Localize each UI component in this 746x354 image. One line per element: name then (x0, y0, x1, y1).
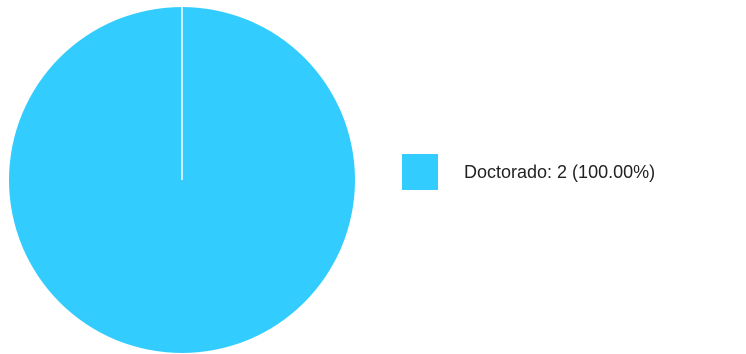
legend-swatch-doctorado (402, 154, 438, 190)
legend-label-doctorado: Doctorado: 2 (100.00%) (464, 161, 656, 182)
chart-legend: Doctorado: 2 (100.00%) (402, 154, 655, 190)
